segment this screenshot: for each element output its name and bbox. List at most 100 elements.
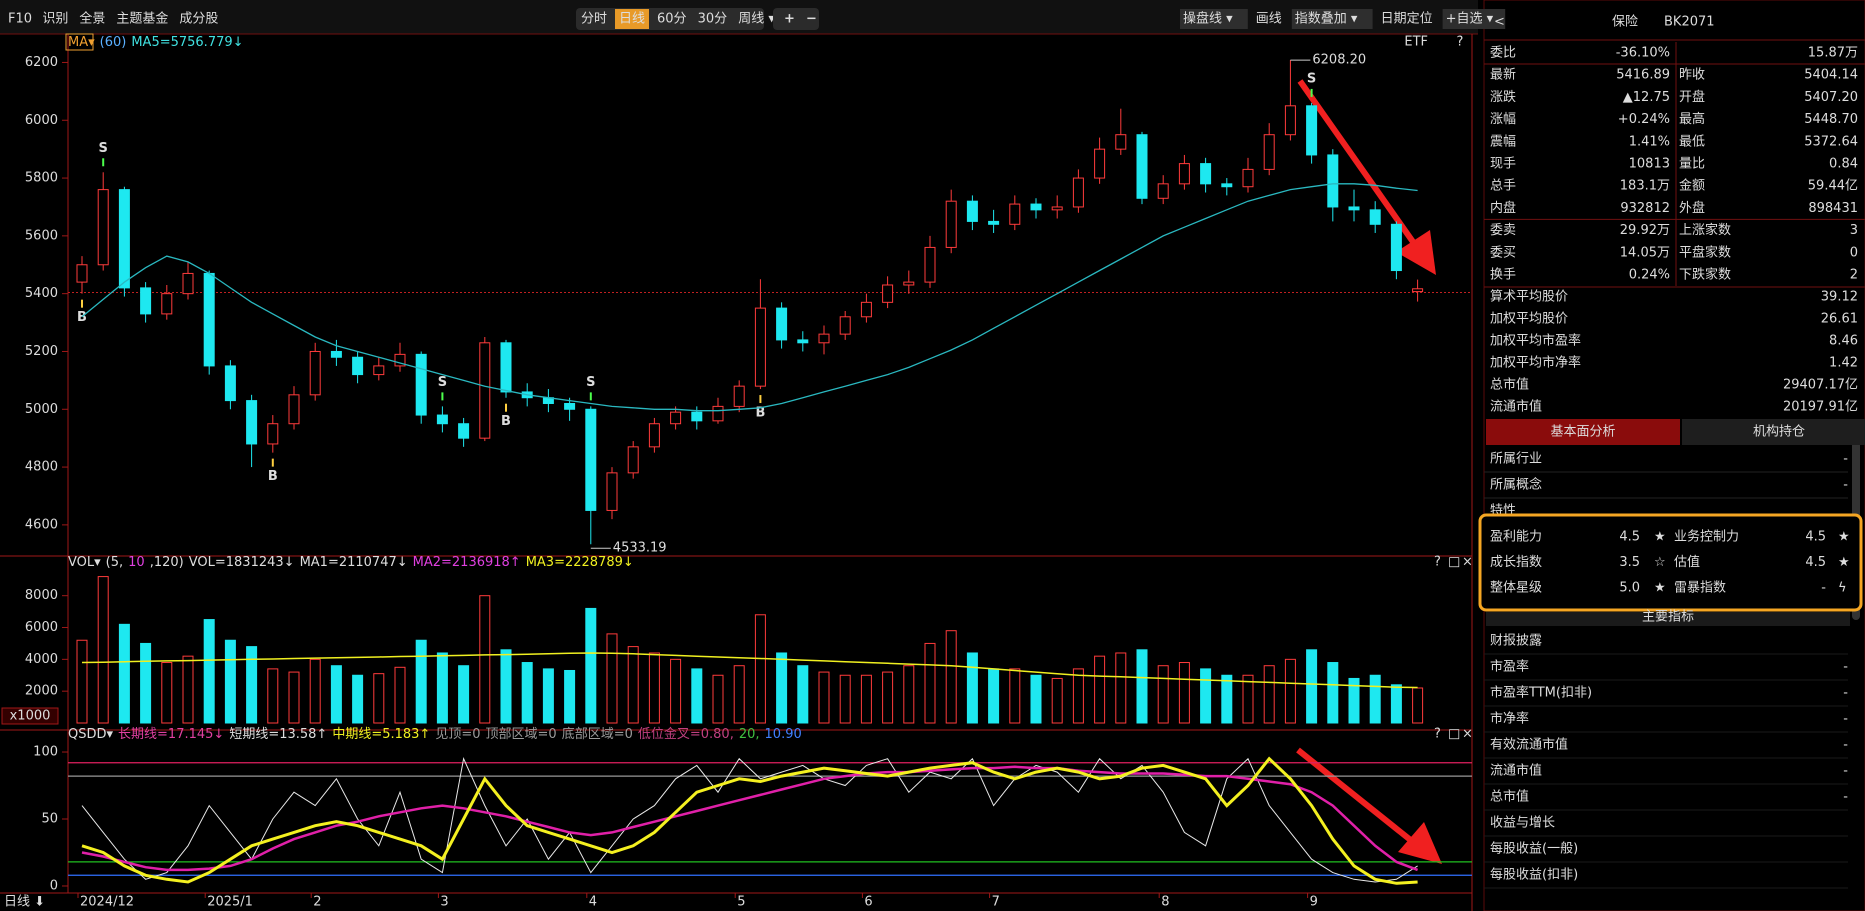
back-button[interactable]: < <box>1494 15 1505 30</box>
panel-control[interactable]: ? <box>1434 555 1441 570</box>
tab-bg <box>1486 419 1680 445</box>
rating-label: 成长指数 <box>1490 555 1542 570</box>
volume-bar <box>712 674 724 724</box>
quote-label: 开盘 <box>1679 89 1705 105</box>
volume-bar <box>309 658 321 724</box>
panel-control[interactable]: × <box>1462 555 1473 570</box>
toolbar-item[interactable]: 全景 <box>79 11 105 27</box>
chart-header-part: MA5=5756.779↓ <box>131 35 243 50</box>
volume-bar <box>776 652 788 724</box>
candle-body <box>352 356 364 376</box>
candle-body <box>627 446 639 474</box>
candle-body <box>903 281 915 286</box>
profile-label: 所属行业 <box>1490 452 1542 467</box>
volume-bar <box>648 652 660 724</box>
candle-body <box>1136 134 1148 199</box>
y-tick-label: 5000 <box>25 402 58 417</box>
candle-body <box>988 220 1000 225</box>
quote-value: 3 <box>1850 223 1858 238</box>
panel-control[interactable]: □ <box>1448 555 1460 570</box>
volume-bar <box>500 649 512 724</box>
candle-body <box>1094 148 1106 179</box>
buy-signal: B <box>501 414 511 429</box>
quote-value: 932812 <box>1620 201 1670 216</box>
y-tick-label: 6000 <box>25 113 58 128</box>
toolbar-item[interactable]: 成分股 <box>179 12 218 27</box>
panel-title: 保险 <box>1612 15 1638 30</box>
metric-label: 每股收益(扣非) <box>1490 867 1578 883</box>
tool-button[interactable]: 操盘线 ▾ <box>1183 11 1233 27</box>
rating-label: 估值 <box>1674 554 1700 570</box>
volume-bar <box>1284 658 1296 724</box>
candle-body <box>1327 154 1339 208</box>
tool-button[interactable]: 画线 <box>1256 12 1282 27</box>
candle-body <box>945 200 957 248</box>
candle-body <box>161 293 173 315</box>
tool-button[interactable]: +自选 ▾ <box>1446 12 1494 27</box>
stat-label: 加权平均股价 <box>1490 311 1568 327</box>
rating-label: 雷暴指数 <box>1674 581 1726 596</box>
quote-value: 2 <box>1850 268 1858 283</box>
volume-bar <box>1327 662 1339 724</box>
y-tick-label: 4800 <box>25 460 58 475</box>
tab[interactable]: 机构持仓 <box>1753 425 1805 440</box>
toolbar-item[interactable]: 识别 <box>42 12 68 27</box>
candle-body <box>1221 183 1233 188</box>
chart-header: MA▾ (60) MA5=5756.779↓ <box>68 35 244 50</box>
candle-body <box>203 272 215 367</box>
panel-control[interactable]: × <box>1462 727 1473 742</box>
trend-arrow <box>1296 747 1442 864</box>
volume-bar <box>627 646 639 724</box>
quote-label: 上涨家数 <box>1679 222 1731 238</box>
panel-control[interactable]: ? <box>1434 727 1441 742</box>
zoom-button[interactable]: + <box>784 12 795 27</box>
period-button[interactable]: 日线 <box>619 12 645 27</box>
quote-label: 现手 <box>1490 157 1516 172</box>
candle-body <box>585 408 597 511</box>
quote-value: +0.24% <box>1618 112 1670 127</box>
chart-header-part: MA3=2228789↓ <box>526 555 634 570</box>
x-tick-label: 6 <box>864 895 872 910</box>
profile-value: - <box>1843 452 1848 467</box>
candle-body <box>606 472 618 511</box>
toolbar-item[interactable]: 主题基金 <box>116 11 168 27</box>
volume-bar <box>691 668 703 724</box>
zoom-button[interactable]: − <box>806 12 817 27</box>
y-tick-label: 50 <box>41 812 58 827</box>
period-button[interactable]: 分时 <box>581 12 607 27</box>
quote-label: 涨幅 <box>1490 112 1516 127</box>
quote-label: 委比 <box>1490 46 1516 61</box>
rating-icon: ★ <box>1654 581 1666 596</box>
tab[interactable]: 基本面分析 <box>1550 425 1615 440</box>
toolbar-item[interactable]: F10 <box>8 12 32 27</box>
help-icon[interactable]: ? <box>1457 35 1464 50</box>
quote-value: 0 <box>1850 245 1858 260</box>
quote-label: 量比 <box>1679 157 1705 172</box>
rating-value: 3.5 <box>1619 555 1640 570</box>
candle-body <box>754 307 766 387</box>
chart-header: VOL▾ (5, 10 ,120) VOL=1831243↓ MA1=2110747↓ MA… <box>68 555 634 570</box>
arrow-shaft <box>1296 747 1420 849</box>
candle-body <box>76 264 88 283</box>
candle-body <box>1263 134 1275 170</box>
candle-body <box>1369 209 1381 225</box>
tool-button[interactable]: 指数叠加 ▾ <box>1295 12 1358 27</box>
volume-bar <box>542 668 554 724</box>
period-button[interactable]: 周线 ▾ <box>738 12 775 27</box>
candle-body <box>1412 288 1424 293</box>
candle-body <box>118 189 130 289</box>
y-tick-label: 5800 <box>25 171 58 186</box>
period-button[interactable]: 60分 <box>657 12 687 27</box>
volume-bar <box>140 642 152 724</box>
period-button[interactable]: 30分 <box>698 12 728 27</box>
tool-button[interactable]: 日期定位 <box>1381 12 1433 27</box>
period-label[interactable]: 日线 ⬇ <box>4 895 45 910</box>
volume-bar <box>373 673 385 724</box>
metric-heading: 收益与增长 <box>1490 816 1555 831</box>
stat-label: 加权平均市净率 <box>1490 355 1581 371</box>
quote-label: 内盘 <box>1490 200 1516 216</box>
chart-header-part: 10.90 <box>765 727 802 742</box>
quote-value: 0.24% <box>1629 268 1670 283</box>
panel-control[interactable]: □ <box>1448 727 1460 742</box>
